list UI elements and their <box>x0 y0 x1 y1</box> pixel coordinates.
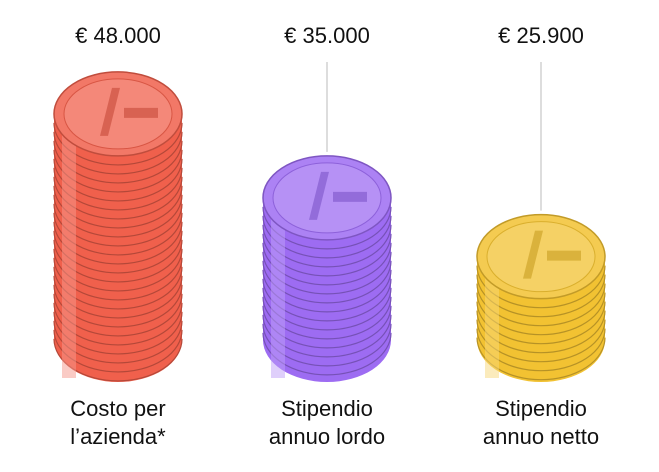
coin-edge <box>476 319 606 363</box>
coin-edge <box>53 239 183 283</box>
coin-edge <box>53 122 183 166</box>
coin-edge <box>53 320 183 364</box>
coin-edge <box>53 338 183 382</box>
coin-edge <box>262 287 392 331</box>
category-label: Costo per <box>70 396 165 421</box>
coin-edge <box>53 293 183 337</box>
coin-edge <box>53 176 183 220</box>
coin-edge <box>53 158 183 202</box>
coin-glyph <box>100 87 158 136</box>
coin-edge <box>53 203 183 247</box>
stack-bottom <box>477 298 605 382</box>
coin-edge <box>262 314 392 358</box>
coin-inner <box>486 221 596 293</box>
coin-edge <box>476 337 606 381</box>
coin-edge <box>476 328 606 372</box>
coin-edge <box>262 233 392 277</box>
coin-edge <box>262 242 392 286</box>
coin-edge <box>53 257 183 301</box>
coin-edge <box>53 329 183 373</box>
coin-edge <box>262 251 392 295</box>
coin-edge <box>53 131 183 175</box>
value-label: € 35.000 <box>284 23 370 48</box>
coin-edge <box>53 212 183 256</box>
coin-edge <box>53 248 183 292</box>
coin-edge <box>476 283 606 327</box>
coin-edge <box>262 305 392 349</box>
coin-edge <box>53 185 183 229</box>
coin-edge <box>476 301 606 345</box>
coin-edge <box>53 311 183 355</box>
stack-shine <box>271 197 285 378</box>
coin-edge <box>262 269 392 313</box>
coin-edge <box>53 194 183 238</box>
category-label: l’azienda* <box>70 424 166 449</box>
coin-glyph <box>309 171 367 220</box>
stack-bottom <box>54 298 182 382</box>
coin-edge <box>262 332 392 376</box>
coin-edge <box>476 292 606 336</box>
coin-edge <box>53 275 183 319</box>
category-label: Stipendio <box>281 396 373 421</box>
coin-edge <box>53 140 183 184</box>
coin-edge <box>262 224 392 268</box>
coin-stack <box>262 155 392 382</box>
coin-edge <box>262 260 392 304</box>
coin-edge <box>262 278 392 322</box>
value-label: € 48.000 <box>75 23 161 48</box>
coin-edge <box>53 284 183 328</box>
coin-glyph <box>523 230 581 279</box>
coin-stack <box>53 71 183 382</box>
coin-edge <box>53 167 183 211</box>
coin-edge <box>476 274 606 318</box>
coin-edge <box>476 310 606 354</box>
coin-edge <box>262 323 392 367</box>
coin-edge <box>262 215 392 259</box>
coin-edge <box>53 149 183 193</box>
coin-edge <box>262 296 392 340</box>
category-label: Stipendio <box>495 396 587 421</box>
category-label: annuo netto <box>483 424 599 449</box>
coin-edge <box>53 230 183 274</box>
coin-edge <box>53 221 183 265</box>
coin-inner <box>272 162 382 234</box>
coin-edge <box>53 266 183 310</box>
coin-edge <box>53 302 183 346</box>
coin-edge <box>476 265 606 309</box>
category-label: annuo lordo <box>269 424 385 449</box>
coin-edge <box>262 206 392 250</box>
coin-inner <box>63 78 173 150</box>
coin-stack <box>476 213 606 382</box>
value-label: € 25.900 <box>498 23 584 48</box>
stack-shine <box>62 113 76 379</box>
